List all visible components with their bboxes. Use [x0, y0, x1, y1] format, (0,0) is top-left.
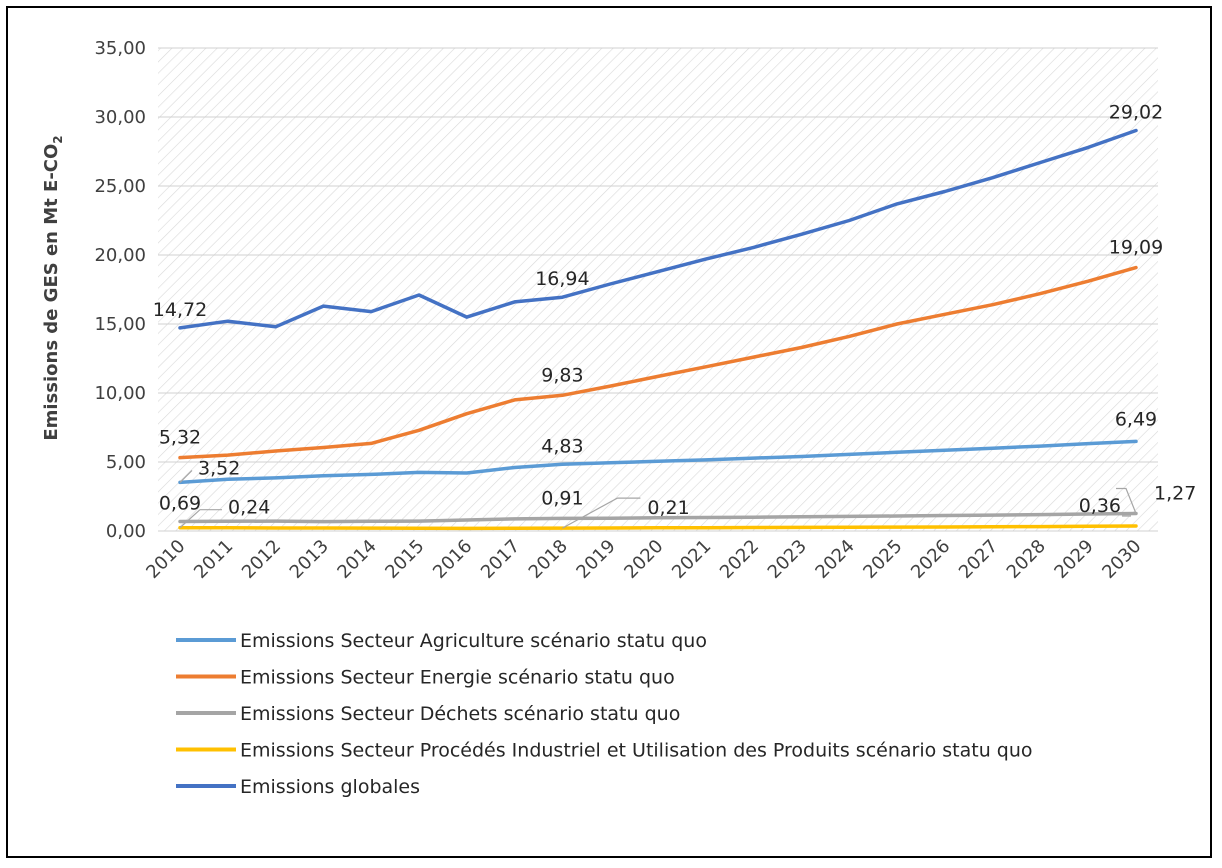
y-tick-label: 25,00	[94, 176, 146, 197]
data-label: 4,83	[541, 435, 583, 457]
data-label: 0,21	[647, 497, 689, 519]
leader-line	[179, 509, 222, 529]
series-line	[178, 128, 1138, 330]
data-label: 0,69	[159, 492, 201, 514]
data-label: 0,36	[1079, 495, 1121, 517]
x-tick-label: 2026	[907, 536, 954, 583]
legend-label: Emissions globales	[240, 776, 420, 798]
legend-label: Emissions Secteur Déchets scénario statu…	[240, 703, 680, 725]
data-label: 0,24	[228, 497, 270, 519]
plot-area	[158, 48, 1158, 531]
data-label: 5,32	[159, 427, 201, 449]
legend-label: Emissions Secteur Procédés Industriel et…	[240, 740, 1033, 762]
label-leader-lines	[179, 469, 1137, 529]
legend-item: Emissions Secteur Procédés Industriel et…	[176, 740, 1033, 762]
x-tick-label: 2012	[238, 536, 285, 583]
data-label: 29,02	[1109, 102, 1163, 124]
x-tick-label: 2015	[381, 536, 428, 583]
x-tick-label: 2027	[955, 536, 1002, 583]
x-tick-label: 2024	[811, 536, 858, 583]
line-chart: 0,00 5,00 10,00 15,00 20,00 25,00 30,00 35,00 2…	[41, 38, 1197, 798]
y-tick-label: 5,00	[106, 452, 146, 473]
leader-line	[562, 497, 641, 529]
x-tick-label: 2022	[716, 536, 763, 583]
y-tick-label: 30,00	[94, 107, 146, 128]
data-label: 0,91	[541, 487, 583, 509]
legend-item: Emissions Secteur Agriculture scénario s…	[176, 630, 707, 652]
data-label: 14,72	[153, 299, 207, 321]
data-label: 3,52	[198, 457, 240, 479]
x-tick-label: 2010	[142, 536, 189, 583]
data-labels: 14,72 16,94 29,02 5,32 9,83 19,09 3,52 4,83 6,49…	[153, 102, 1197, 520]
series-line	[178, 524, 1138, 531]
legend-item: Emissions Secteur Déchets scénario statu…	[176, 703, 680, 725]
series-line	[178, 265, 1138, 460]
x-tick-label: 2017	[477, 536, 524, 583]
x-tick-label: 2023	[764, 536, 811, 583]
x-tick-label: 2029	[1050, 536, 1097, 583]
data-label: 16,94	[535, 268, 589, 290]
y-axis-label: Emissions de GES en Mt E-CO2	[41, 135, 65, 440]
x-tick-label: 2019	[572, 536, 619, 583]
series-line	[178, 439, 1138, 485]
series-lines	[178, 128, 1138, 531]
data-label: 1,27	[1154, 482, 1196, 504]
legend: Emissions Secteur Agriculture scénario s…	[176, 630, 1033, 798]
x-tick-label: 2025	[859, 536, 906, 583]
x-tick-label: 2020	[620, 536, 667, 583]
y-tick-label: 0,00	[106, 521, 146, 542]
y-tick-label: 15,00	[94, 314, 146, 335]
y-tick-label: 10,00	[94, 383, 146, 404]
gridlines	[158, 47, 1158, 532]
x-tick-label: 2021	[668, 536, 715, 583]
y-tick-label: 35,00	[94, 38, 146, 59]
data-label: 6,49	[1115, 408, 1157, 430]
y-axis-ticks: 0,00 5,00 10,00 15,00 20,00 25,00 30,00 35,00	[94, 38, 146, 542]
legend-label: Emissions Secteur Agriculture scénario s…	[240, 630, 707, 652]
x-tick-label: 2018	[525, 536, 572, 583]
data-label: 19,09	[1109, 237, 1163, 259]
legend-label: Emissions Secteur Energie scénario statu…	[240, 667, 675, 689]
data-label: 9,83	[541, 364, 583, 386]
legend-item: Emissions globales	[176, 776, 420, 798]
y-tick-label: 20,00	[94, 245, 146, 266]
x-tick-label: 2016	[429, 536, 476, 583]
leader-line	[1116, 487, 1137, 514]
leader-line	[179, 469, 193, 483]
chart-frame: 0,00 5,00 10,00 15,00 20,00 25,00 30,00 35,00 2…	[6, 6, 1212, 858]
legend-item: Emissions Secteur Energie scénario statu…	[176, 667, 675, 689]
x-tick-label: 2011	[190, 536, 237, 583]
x-tick-label: 2028	[1003, 536, 1050, 583]
x-tick-label: 2030	[1098, 536, 1145, 583]
x-tick-label: 2013	[286, 536, 333, 583]
series-line	[178, 511, 1138, 524]
x-tick-label: 2014	[333, 536, 380, 583]
x-axis-ticks: 2010 2011 2012 2013 2014 2015 2016 2017 2018 2019…	[142, 536, 1145, 583]
